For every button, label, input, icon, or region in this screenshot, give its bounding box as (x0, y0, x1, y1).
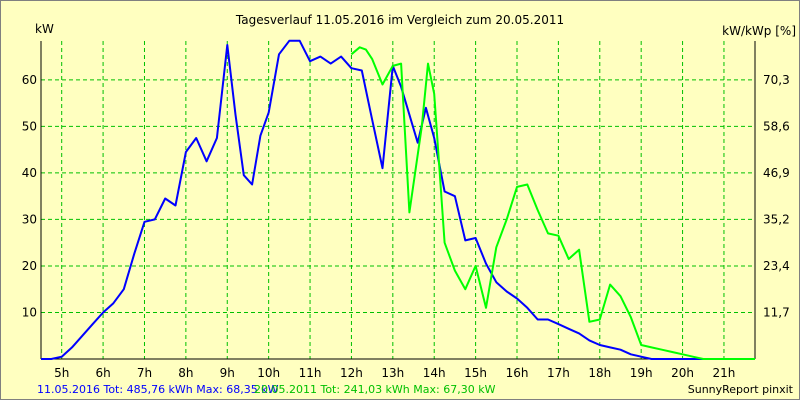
x-tick-label: 20h (671, 366, 694, 380)
x-tick-label: 14h (423, 366, 446, 380)
x-tick-label: 16h (506, 366, 529, 380)
x-tick-label: 7h (137, 366, 152, 380)
y2-tick-label: 11,7 (763, 305, 790, 319)
right-axis-label: kW/kWp [%] (722, 24, 796, 38)
y2-tick-label: 70,3 (763, 73, 790, 87)
x-tick-label: 15h (464, 366, 487, 380)
x-tick-label: 19h (630, 366, 653, 380)
y-tick-label: 40 (22, 166, 37, 180)
x-tick-label: 17h (547, 366, 570, 380)
y-tick-label: 10 (22, 305, 37, 319)
credit-text: SunnyReport pinxit (688, 383, 794, 396)
grid (41, 41, 755, 359)
y-tick-label: 20 (22, 259, 37, 273)
x-tick-label: 12h (340, 366, 363, 380)
x-tick-label: 9h (220, 366, 235, 380)
y-tick-label: 60 (22, 73, 37, 87)
y-tick-label: 30 (22, 212, 37, 226)
y-tick-label: 50 (22, 119, 37, 133)
x-tick-label: 10h (257, 366, 280, 380)
axes (40, 41, 756, 360)
y2-tick-label: 35,2 (763, 212, 790, 226)
series-line-1 (41, 39, 704, 360)
x-tick-label: 5h (54, 366, 69, 380)
series-line-2 (350, 46, 755, 360)
x-tick-label: 13h (381, 366, 404, 380)
y2-tick-label: 58,6 (763, 119, 790, 133)
series2-summary: 20.05.2011 Tot: 241,03 kWh Max: 67,30 kW (254, 383, 496, 396)
chart-title: Tagesverlauf 11.05.2016 im Vergleich zum… (235, 13, 564, 27)
x-tick-label: 11h (299, 366, 322, 380)
tick-labels: 5h 6h 7h 8h 9h 10h 11h 12h 13h 14h 15h 16h 17h 18h 19h… (22, 73, 790, 380)
left-axis-label: kW (35, 22, 54, 36)
y2-tick-label: 46,9 (763, 166, 790, 180)
x-tick-label: 21h (713, 366, 736, 380)
x-tick-label: 6h (95, 366, 110, 380)
x-tick-label: 18h (588, 366, 611, 380)
x-tick-label: 8h (178, 366, 193, 380)
series1-summary: 11.05.2016 Tot: 485,76 kWh Max: 68,35 kW (37, 383, 279, 396)
y2-tick-label: 23,4 (763, 259, 790, 273)
series-lines (41, 39, 755, 360)
